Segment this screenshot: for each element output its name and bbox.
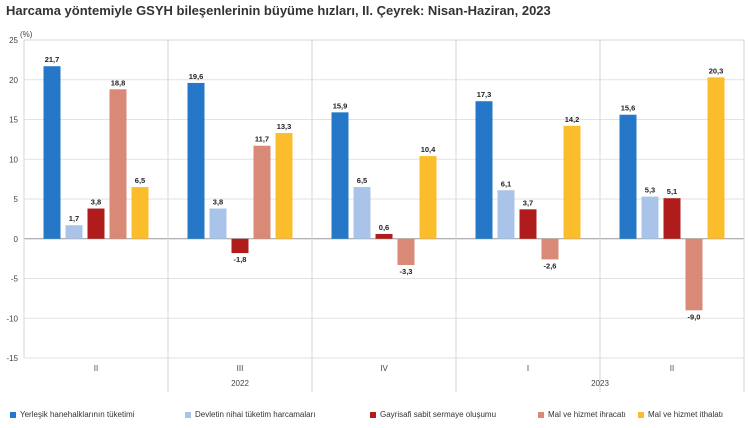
data-label: 17,3 (477, 90, 492, 99)
data-label: 3,8 (91, 198, 101, 207)
legend-item: Gayrisafi sabit sermaye oluşumu (370, 410, 496, 419)
data-label: 21,7 (45, 55, 60, 64)
legend-label: Mal ve hizmet ihracatı (548, 410, 626, 419)
bar (65, 225, 83, 239)
bar (187, 82, 205, 239)
y-tick-label: -15 (6, 354, 18, 363)
bar (563, 125, 581, 239)
bar (619, 114, 637, 239)
data-label: 13,3 (277, 122, 292, 131)
y-tick-label: 25 (9, 36, 18, 45)
legend-swatch (370, 411, 376, 418)
legend-swatch (10, 411, 16, 418)
bar (497, 190, 515, 239)
data-label: 18,8 (111, 78, 126, 87)
bar (87, 208, 105, 239)
y-tick-label: -5 (11, 275, 19, 284)
data-label: -1,8 (234, 255, 247, 264)
x-tick-label: IV (380, 364, 388, 373)
data-label: 14,2 (565, 115, 580, 124)
bar (253, 145, 271, 239)
legend-label: Devletin nihai tüketim harcamaları (195, 410, 316, 419)
data-label: -9,0 (688, 312, 701, 321)
data-label: 11,7 (255, 135, 269, 144)
bar (685, 238, 703, 311)
legend-label: Mal ve hizmet ithalatı (648, 410, 724, 419)
data-label: 20,3 (709, 66, 724, 75)
bar (519, 209, 537, 239)
bar (43, 66, 61, 239)
y-tick-label: 10 (9, 155, 18, 164)
data-label: 15,6 (621, 104, 636, 113)
bar (641, 196, 659, 239)
data-label: 1,7 (69, 214, 79, 223)
data-label: 3,7 (523, 198, 533, 207)
data-label: -2,6 (544, 261, 557, 270)
legend-item: Mal ve hizmet ithalatı (638, 410, 723, 419)
bar (275, 133, 293, 239)
year-label-2022: 2022 (231, 379, 249, 388)
legend-swatch (538, 411, 544, 418)
legend-item: Yerleşik hanehalklarının tüketimi (10, 410, 134, 419)
data-label: 6,5 (357, 176, 367, 185)
legend-label: Gayrisafi sabit sermaye oluşumu (380, 410, 497, 419)
data-label: -3,3 (400, 267, 413, 276)
y-unit-label: (%) (20, 30, 33, 39)
bar (663, 198, 681, 239)
x-tick-label: II (94, 364, 98, 373)
bar (419, 156, 437, 239)
bar (475, 101, 493, 239)
data-label: 5,3 (645, 186, 655, 195)
y-tick-label: 5 (14, 195, 19, 204)
bar (375, 233, 393, 239)
bar (231, 238, 249, 254)
data-label: 15,9 (333, 101, 348, 110)
x-tick-label: I (527, 364, 529, 373)
legend-swatch (638, 411, 644, 418)
data-label: 3,8 (213, 198, 223, 207)
bar (109, 89, 127, 239)
year-label-2023: 2023 (591, 379, 609, 388)
bar (707, 77, 725, 239)
x-tick-label: II (670, 364, 674, 373)
bar (397, 238, 415, 265)
bar (541, 238, 559, 260)
chart-title: Harcama yöntemiyle GSYH bileşenlerinin b… (6, 3, 551, 18)
legend-item: Mal ve hizmet ihracatı (538, 410, 626, 419)
legend-label: Yerleşik hanehalklarının tüketimi (20, 410, 135, 419)
legend-item: Devletin nihai tüketim harcamaları (185, 410, 316, 419)
data-label: 10,4 (421, 145, 436, 154)
y-tick-label: 0 (14, 235, 19, 244)
y-tick-label: 20 (9, 76, 18, 85)
data-label: 0,6 (379, 223, 389, 232)
data-label: 5,1 (667, 187, 677, 196)
bar (331, 112, 349, 239)
x-tick-label: III (237, 364, 244, 373)
data-label: 6,5 (135, 176, 145, 185)
data-label: 19,6 (189, 72, 204, 81)
legend: Yerleşik hanehalklarının tüketimi Devleti… (10, 410, 750, 426)
legend-swatch (185, 411, 191, 418)
y-tick-label: -10 (6, 314, 18, 323)
bar (131, 187, 149, 239)
bar (353, 187, 371, 239)
y-tick-label: 15 (9, 116, 18, 125)
data-label: 6,1 (501, 179, 511, 188)
bar (209, 208, 227, 239)
